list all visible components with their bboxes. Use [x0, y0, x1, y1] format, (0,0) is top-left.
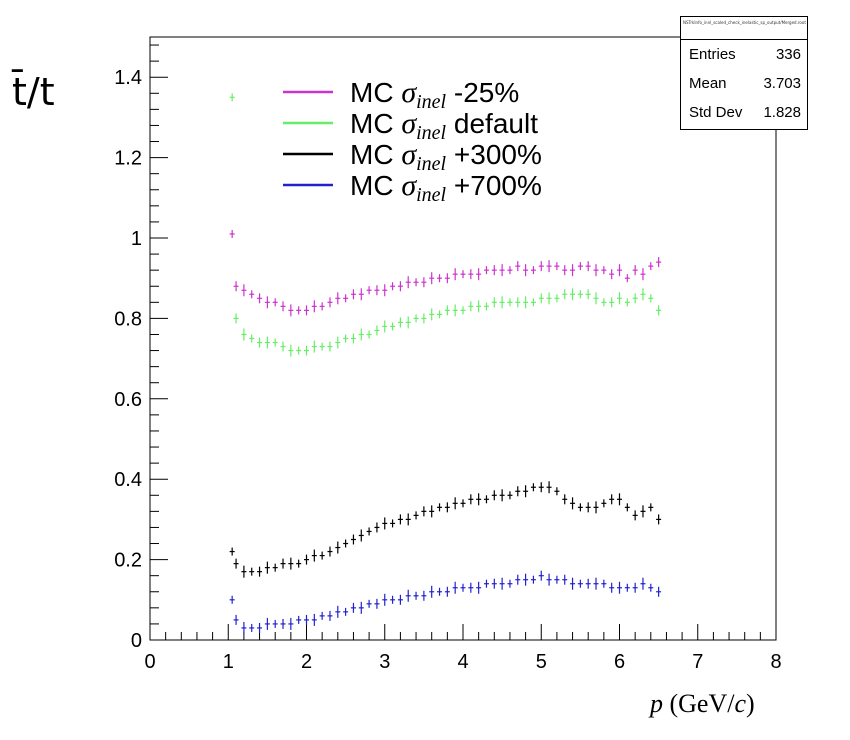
legend-label: MC σinel +700% [350, 169, 542, 206]
stats-label: Mean [689, 75, 727, 92]
x-tick-label: 2 [301, 651, 312, 673]
series-group [229, 481, 662, 578]
stats-row-mean: Mean 3.703 [681, 69, 807, 98]
y-axis-label: t̄/t [12, 70, 55, 114]
stats-value: 1.828 [763, 104, 801, 121]
stats-row-entries: Entries 336 [681, 40, 807, 69]
y-tick-label: 0.2 [114, 550, 142, 572]
x-tick-label: 4 [457, 651, 468, 673]
stats-row-stddev: Std Dev 1.828 [681, 98, 807, 127]
x-axis-label-close: ) [746, 689, 755, 718]
stats-label: Std Dev [689, 104, 743, 121]
y-tick-label: 0.6 [114, 389, 142, 411]
y-tick-label: 0.4 [114, 469, 142, 491]
stats-title: NSTrkInfo_innl_scaled_check_inelastic_sp… [681, 17, 807, 40]
x-tick-label: 5 [536, 651, 547, 673]
data-points [229, 93, 662, 634]
stats-value: 336 [775, 46, 801, 63]
stats-box: NSTrkInfo_innl_scaled_check_inelastic_sp… [680, 16, 808, 130]
y-tick-label: 1.2 [114, 148, 142, 170]
stats-value: 3.703 [763, 75, 801, 92]
x-axis-label-c: c [734, 689, 746, 718]
x-axis-label: p (GeV/c) [648, 689, 755, 718]
series-group [229, 229, 662, 317]
legend-label: MC σinel +300% [350, 138, 542, 175]
legend-label: MC σinel -25% [350, 76, 519, 113]
y-tick-label: 1.4 [114, 67, 142, 89]
x-axis-label-unit: (GeV/ [663, 689, 735, 718]
series-group [229, 570, 662, 634]
y-tick-label: 0 [131, 630, 142, 652]
series-group [229, 93, 662, 357]
y-tick-label: 0.8 [114, 308, 142, 330]
x-tick-label: 7 [692, 651, 703, 673]
legend-label: MC σinel default [350, 107, 538, 144]
x-tick-label: 6 [614, 651, 625, 673]
x-tick-label: 1 [223, 651, 234, 673]
stats-label: Entries [689, 46, 736, 63]
y-tick-label: 1 [131, 228, 142, 250]
x-tick-label: 8 [770, 651, 781, 673]
x-tick-label: 3 [379, 651, 390, 673]
axes: 0 1 2 3 4 5 6 7 8 0 0.2 0.4 0.6 0.8 1 1.2 1.4 [114, 36, 782, 673]
x-tick-label: 0 [144, 651, 155, 673]
x-axis-label-var: p [648, 689, 663, 718]
